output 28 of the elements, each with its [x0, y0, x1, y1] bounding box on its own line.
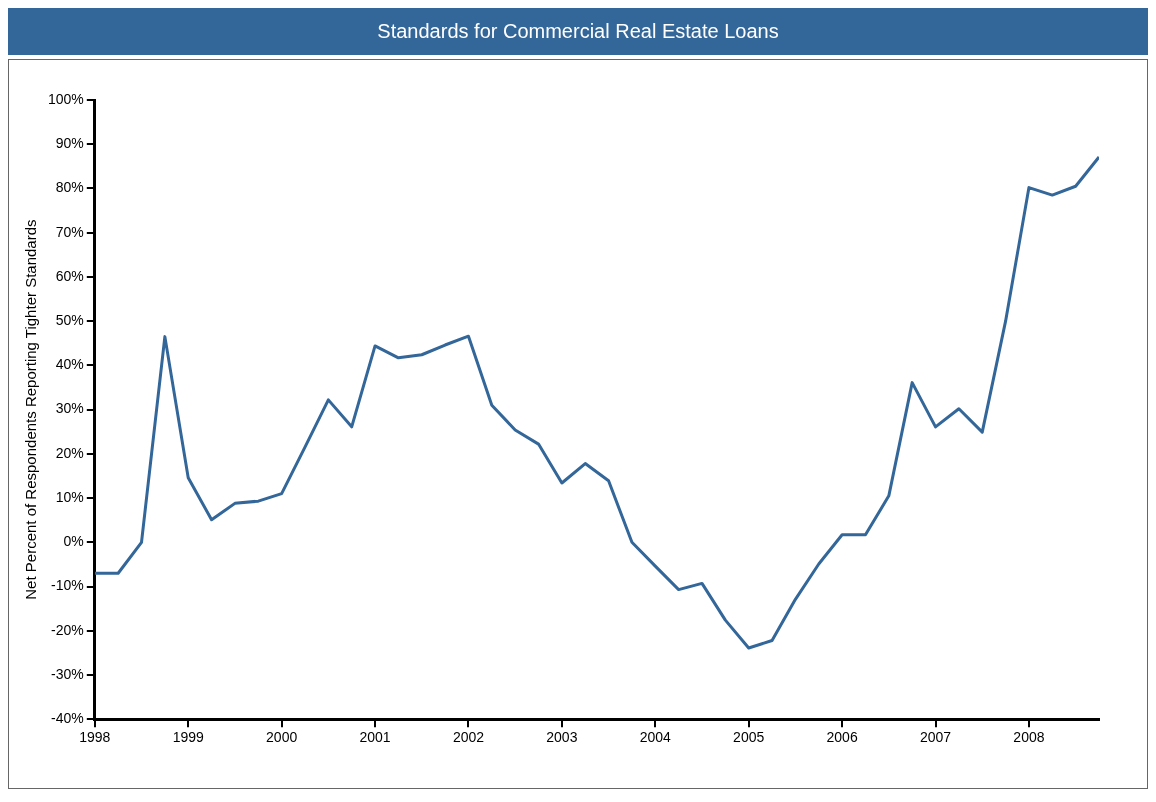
x-tick-label: 2008 — [1013, 729, 1045, 746]
y-tick-label: -20% — [51, 621, 84, 638]
y-tick-label: 20% — [55, 444, 84, 461]
y-tick-label: -30% — [51, 665, 84, 682]
x-tick-label: 2007 — [919, 729, 952, 746]
x-tick-label: 2001 — [359, 729, 391, 746]
x-tick-label: 2004 — [639, 729, 672, 746]
y-tick-label: -40% — [51, 710, 84, 727]
y-tick-label: 80% — [55, 179, 84, 196]
y-axis-title: Net Percent of Respondents Reporting Tighter Standards — [22, 219, 40, 600]
x-tick-label: 1999 — [172, 729, 204, 746]
chart-title: Standards for Commercial Real Estate Loans — [8, 8, 1148, 55]
y-tick-label: 40% — [55, 356, 84, 373]
x-tick-label: 2006 — [826, 729, 858, 746]
x-tick-label: 2003 — [546, 729, 578, 746]
x-tick-label: 2002 — [452, 729, 485, 746]
y-tick-label: 10% — [55, 488, 84, 505]
x-tick-label: 2000 — [266, 729, 298, 746]
y-tick-label: 100% — [47, 90, 84, 107]
y-tick-label: 70% — [55, 223, 84, 240]
y-tick-label: 60% — [55, 267, 84, 284]
y-tick-label: -10% — [51, 577, 84, 594]
x-tick-label: 1998 — [79, 729, 111, 746]
y-tick-label: 30% — [55, 400, 84, 417]
x-tick-label: 2005 — [733, 729, 765, 746]
y-tick-label: 90% — [55, 135, 84, 152]
y-tick-label: 0% — [63, 533, 84, 550]
y-tick-label: 50% — [55, 312, 84, 328]
